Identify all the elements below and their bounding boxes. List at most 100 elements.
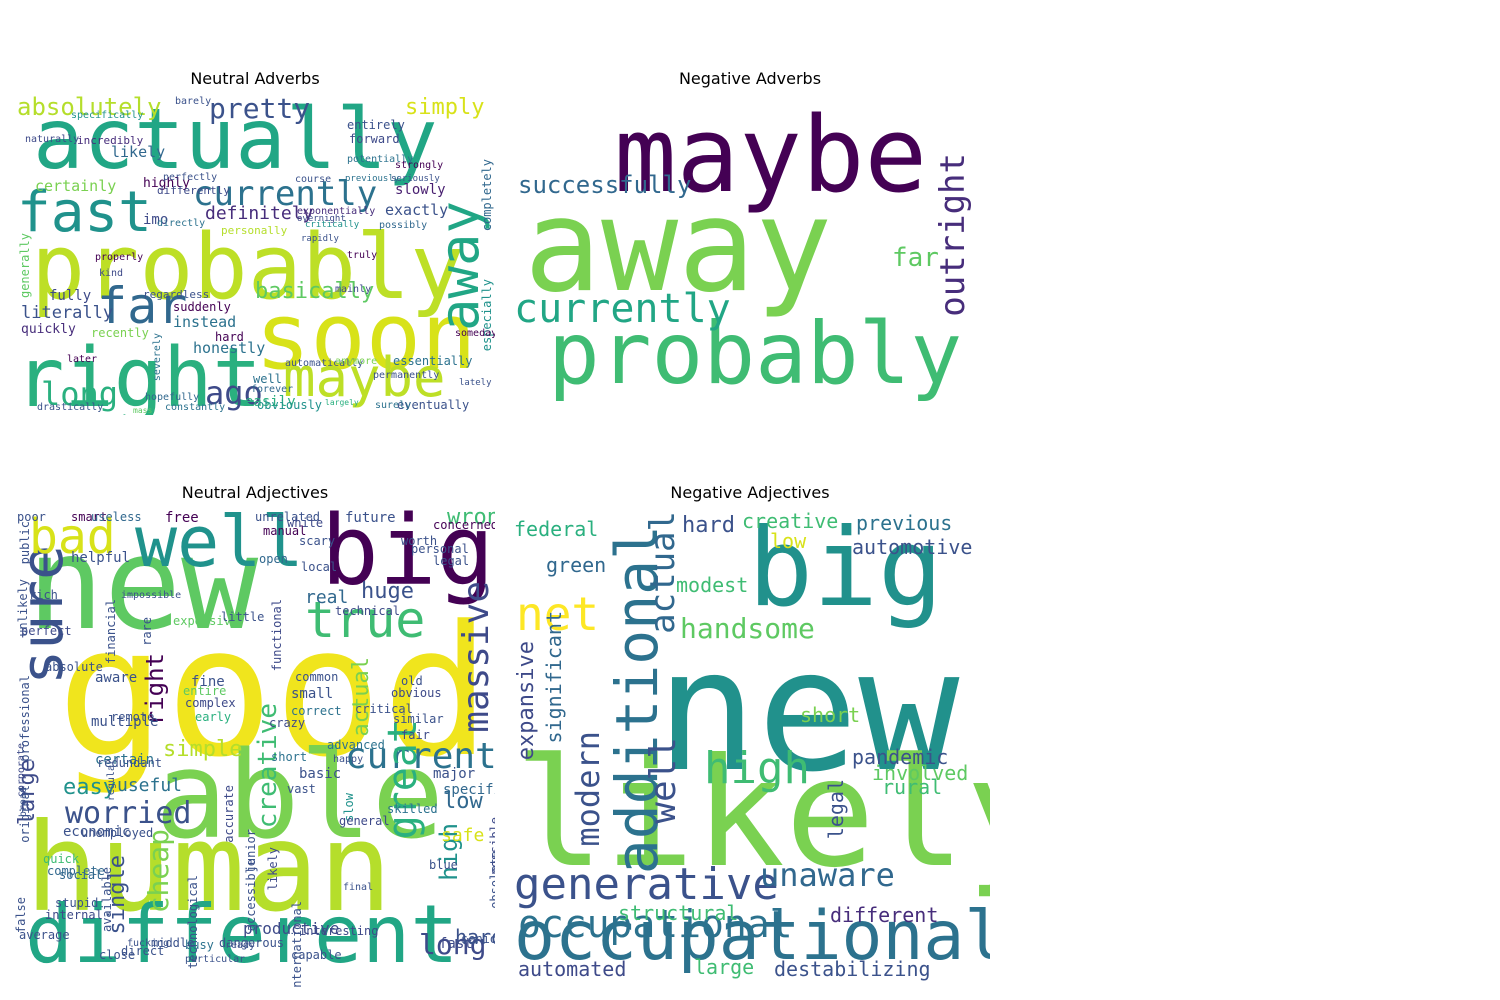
cloud-word: federal bbox=[514, 517, 599, 541]
cloud-word: far bbox=[892, 243, 939, 273]
cloud-word: advanced bbox=[327, 738, 385, 752]
cloud-word: legal bbox=[433, 554, 470, 568]
cloud-word: absolutely bbox=[17, 93, 162, 121]
cloud-word: multiple bbox=[91, 714, 159, 730]
cloud-word: certain bbox=[95, 752, 155, 768]
cloud-word: public bbox=[18, 521, 32, 565]
cloud-word: unrelated bbox=[255, 510, 321, 524]
cloud-word: good bbox=[57, 588, 491, 797]
cloud-word: poor bbox=[17, 510, 46, 524]
cloud-word: suddenly bbox=[173, 300, 231, 314]
cloud-word: quick bbox=[43, 852, 80, 866]
cloud-word: critical bbox=[355, 702, 413, 716]
cloud-word: possible bbox=[488, 817, 495, 875]
cloud-word: currently bbox=[193, 174, 378, 214]
word-cloud-negative-adjectives: newlikelybigoccupationaladditionalgenera… bbox=[510, 507, 990, 987]
cloud-word: worried bbox=[65, 796, 192, 831]
cloud-word: severely bbox=[152, 333, 163, 382]
cloud-word: unlikely bbox=[16, 579, 30, 637]
cloud-word: completely bbox=[480, 159, 494, 232]
cloud-word: complex bbox=[185, 696, 236, 710]
cloud-word: real bbox=[305, 587, 349, 608]
cloud-word: actual bbox=[643, 511, 683, 634]
cloud-word: economic bbox=[63, 824, 131, 840]
cloud-word: large bbox=[694, 955, 755, 979]
cloud-word: exponentially bbox=[297, 206, 376, 217]
cloud-word: perfect bbox=[21, 624, 72, 638]
cloud-word: small bbox=[291, 686, 334, 702]
cloud-word: handsome bbox=[680, 612, 815, 645]
cloud-word: local bbox=[301, 560, 338, 574]
cloud-word: kind bbox=[99, 268, 124, 279]
cloud-word: worth bbox=[401, 534, 438, 548]
cloud-word: ready bbox=[225, 940, 256, 951]
cloud-word: big bbox=[321, 507, 495, 607]
cloud-word: definitely bbox=[205, 203, 314, 224]
cloud-word: right bbox=[15, 331, 262, 416]
cloud-word: professional bbox=[18, 675, 32, 762]
cloud-word: senior bbox=[461, 932, 495, 946]
cloud-word: maybe bbox=[283, 346, 446, 409]
cloud-word: regardless bbox=[143, 288, 210, 301]
cloud-word: probably bbox=[548, 304, 963, 404]
cloud-word: potentially bbox=[347, 154, 414, 165]
cloud-word: accurate bbox=[222, 785, 236, 843]
cloud-word: long bbox=[419, 928, 487, 961]
cloud-word: useful bbox=[117, 775, 183, 796]
cloud-word: forever bbox=[251, 384, 294, 395]
cloud-word: highly bbox=[143, 176, 190, 191]
cloud-word: regular bbox=[106, 759, 117, 802]
cloud-word: major bbox=[433, 766, 476, 782]
cloud-word: financial bbox=[104, 599, 118, 665]
word-cloud-negative-adverbs: away maybe probably currently successfully ou… bbox=[510, 93, 990, 415]
cloud-word: occupational bbox=[514, 897, 990, 976]
cloud-word: well bbox=[135, 507, 304, 583]
cloud-word: smart bbox=[71, 510, 108, 524]
cloud-word: hard bbox=[682, 513, 735, 538]
cloud-word: involved bbox=[872, 761, 969, 785]
cloud-word: junior bbox=[244, 829, 258, 873]
cloud-word: forward bbox=[349, 132, 400, 146]
cloud-word: helpful bbox=[71, 550, 131, 566]
cloud-word: fine bbox=[191, 674, 225, 690]
cloud-word: true bbox=[305, 591, 426, 649]
cloud-word: green bbox=[546, 553, 607, 577]
cloud-word: fair bbox=[401, 728, 430, 742]
cloud-word: current bbox=[345, 736, 495, 777]
cloud-word: middle bbox=[151, 936, 195, 950]
cloud-word: ago bbox=[205, 374, 263, 412]
cloud-word: easily bbox=[245, 394, 296, 410]
cloud-word: legal bbox=[824, 779, 848, 840]
cloud-word: fully bbox=[49, 288, 92, 304]
cloud-word: remote bbox=[111, 710, 155, 724]
cloud-word: entire bbox=[183, 684, 227, 698]
cloud-word: new bbox=[27, 510, 259, 659]
cloud-word: obviously bbox=[257, 398, 323, 412]
cloud-word: technical bbox=[335, 604, 401, 618]
cloud-word: rapidly bbox=[301, 234, 339, 244]
cloud-word: happy bbox=[333, 754, 364, 765]
cloud-word: false bbox=[15, 897, 28, 934]
cloud-word: probably bbox=[31, 215, 465, 320]
cloud-word: stupid bbox=[55, 896, 99, 910]
cloud-word: hard bbox=[215, 330, 244, 344]
cloud-word: open bbox=[259, 552, 288, 566]
cloud-word: available bbox=[100, 867, 114, 933]
cloud-word: productive bbox=[243, 919, 340, 938]
cloud-word: exactly bbox=[385, 201, 449, 219]
cloud-word: close bbox=[99, 948, 136, 962]
cloud-word: creative bbox=[742, 509, 839, 533]
cloud-word: mass bbox=[133, 406, 153, 415]
cloud-word: well bbox=[253, 372, 282, 386]
cloud-word: actually bbox=[33, 93, 438, 188]
cloud-word: easy bbox=[63, 775, 116, 800]
cloud-word: basically bbox=[255, 279, 375, 304]
cloud-word: slowly bbox=[395, 182, 446, 198]
cloud-word: international bbox=[290, 901, 304, 987]
cloud-word: new bbox=[656, 613, 960, 809]
cloud-word: successfully bbox=[518, 171, 692, 199]
cloud-word: different bbox=[25, 888, 459, 981]
cloud-word: quickly bbox=[21, 322, 76, 337]
cloud-word: human bbox=[25, 797, 393, 939]
cloud-word: destabilizing bbox=[774, 957, 931, 981]
